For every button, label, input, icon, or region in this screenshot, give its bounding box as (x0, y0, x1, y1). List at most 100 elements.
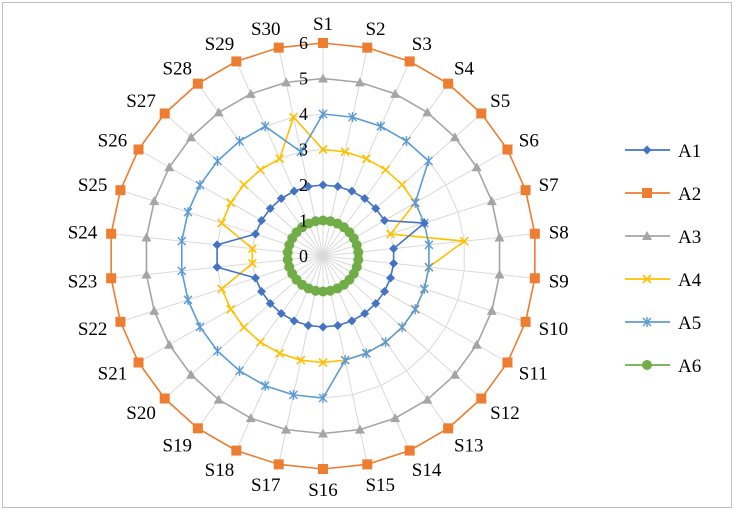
point-a5-s27 (212, 155, 222, 166)
point-a6-s15 (325, 285, 336, 296)
point-a5-s3 (376, 121, 386, 132)
point-a2-s8 (529, 228, 540, 239)
point-a5-s20 (212, 346, 222, 357)
radar-grid (110, 42, 536, 470)
point-a1-s3 (347, 186, 357, 196)
point-a5-s18 (260, 380, 270, 391)
point-a1-s2 (333, 182, 343, 192)
point-a4-s28 (255, 165, 265, 175)
point-a4-s20 (239, 322, 249, 332)
point-a2-s19 (192, 423, 203, 434)
point-a4-s8 (459, 236, 469, 246)
tick-label-4: 4 (299, 104, 308, 124)
point-a4-s29 (275, 154, 285, 164)
category-labels: S1 S2 S3 S4 S5 S6 S7 S8 S9 S10 S11 S12 S13 S14 S15 S16 S… (68, 14, 569, 501)
category-label-s16: S16 (308, 480, 338, 501)
point-a2-s21 (133, 357, 144, 368)
point-a4-s21 (226, 304, 236, 314)
point-a6-s1 (318, 215, 328, 226)
point-a5-s17 (288, 389, 298, 400)
category-label-s30: S30 (251, 19, 281, 40)
category-label-s1: S1 (313, 14, 333, 35)
point-a5-s22 (183, 294, 193, 305)
category-label-s23: S23 (68, 271, 98, 292)
legend-marker-a3 (642, 231, 652, 240)
point-a5-s29 (260, 121, 270, 132)
radial-tick-labels: 0 1 2 3 4 5 6 (299, 33, 308, 266)
point-a2-s25 (115, 185, 126, 196)
point-a3-s30 (281, 77, 292, 87)
point-a4-s2 (340, 147, 350, 157)
point-a2-s9 (529, 273, 540, 284)
point-a5-s23 (177, 265, 187, 276)
point-a5-s25 (183, 207, 193, 218)
category-label-s28: S28 (162, 58, 192, 79)
point-a1-s19 (276, 308, 286, 318)
point-a2-s2 (362, 42, 373, 53)
point-a2-s30 (273, 42, 284, 53)
series-a2 (106, 38, 540, 474)
point-a5-s26 (195, 180, 205, 190)
category-label-s7: S7 (539, 175, 559, 196)
point-a3-s28 (213, 107, 224, 117)
point-a2-s11 (502, 357, 513, 368)
point-a4-s5 (397, 180, 407, 190)
tick-label-0: 0 (299, 246, 308, 266)
point-a1-s12 (371, 299, 381, 309)
category-label-s26: S26 (98, 131, 128, 152)
point-a5-s4 (401, 136, 411, 147)
point-a1-s27 (265, 203, 275, 213)
point-a5-s13 (381, 337, 391, 348)
point-a1-s5 (371, 203, 381, 213)
point-a5-s28 (235, 136, 245, 147)
legend: A1 A2 A3 A4 A5 A6 (625, 141, 702, 377)
point-a3-s8 (494, 232, 505, 242)
point-a1-s11 (379, 287, 389, 296)
category-label-s6: S6 (519, 131, 539, 152)
series-a1 (212, 180, 429, 332)
point-a1-s13 (360, 308, 370, 318)
point-a1-s15 (333, 320, 343, 330)
point-a2-s29 (231, 56, 242, 67)
category-label-s8: S8 (549, 223, 569, 244)
point-a1-s16 (318, 322, 328, 332)
point-a3-s4 (422, 107, 433, 117)
legend-label-a4: A4 (678, 270, 702, 291)
point-a2-s23 (106, 273, 117, 284)
tick-label-6: 6 (299, 33, 308, 53)
tick-label-5: 5 (299, 69, 308, 89)
point-a2-s3 (404, 56, 415, 67)
point-a4-s22 (217, 284, 227, 294)
point-a1-s7 (419, 218, 429, 228)
point-a2-s16 (318, 464, 328, 474)
category-label-s20: S20 (126, 403, 156, 424)
point-a5-s21 (195, 322, 205, 332)
point-a6-s16 (318, 286, 328, 297)
point-a1-s20 (265, 299, 275, 309)
category-label-s29: S29 (205, 34, 235, 55)
point-a1-s28 (276, 194, 286, 204)
legend-label-a2: A2 (678, 184, 701, 205)
point-a3-s15 (354, 424, 365, 434)
point-a3-s12 (449, 369, 460, 379)
tick-label-3: 3 (299, 140, 308, 160)
legend-label-a5: A5 (678, 313, 701, 334)
point-a1-s29 (289, 186, 299, 196)
legend-item-a5: A5 (625, 313, 701, 334)
point-a3-s27 (186, 132, 197, 142)
point-a2-s13 (443, 423, 454, 434)
point-a4-s30 (288, 112, 299, 122)
point-a3-s21 (164, 339, 175, 349)
point-a1-s9 (389, 258, 399, 268)
legend-label-a1: A1 (678, 141, 701, 162)
point-a5-s19 (235, 365, 245, 376)
point-a2-s15 (362, 459, 373, 470)
point-a4-s3 (361, 154, 371, 164)
series-a5 (177, 109, 434, 403)
legend-marker-a2 (642, 188, 652, 198)
point-a3-s6 (471, 162, 482, 172)
point-a1-s26 (257, 216, 267, 225)
point-a4-s24 (247, 244, 257, 254)
